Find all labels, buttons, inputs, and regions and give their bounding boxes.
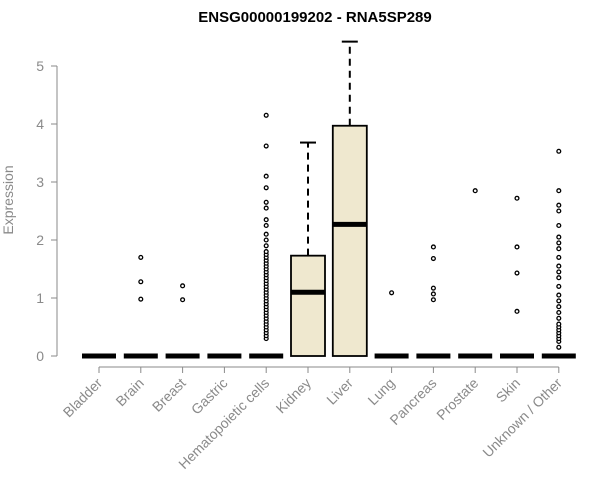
outlier-point (556, 254, 562, 260)
x-tick-label: Kidney (273, 375, 315, 417)
plot-area (82, 40, 576, 359)
x-tick-label: Lung (364, 375, 397, 408)
outlier-point (263, 185, 269, 191)
y-tick-label: 3 (36, 174, 44, 190)
box-group (331, 40, 368, 357)
x-tick-label: Bladder (60, 375, 106, 421)
outlier-point (263, 237, 269, 243)
box (331, 124, 368, 357)
outlier-point (430, 244, 436, 250)
outlier-point (514, 270, 520, 276)
y-tick-label: 0 (36, 348, 44, 364)
box-group (165, 283, 200, 359)
box-group (541, 148, 576, 359)
x-tick-label: Breast (149, 375, 189, 415)
box-group (458, 188, 493, 359)
outlier-point (556, 246, 562, 252)
outlier-point (263, 249, 269, 255)
box (290, 254, 326, 357)
x-tick-label: Prostate (433, 375, 481, 423)
outlier-point (556, 344, 562, 350)
box-group (416, 244, 451, 359)
outlier-point (263, 199, 269, 205)
outlier-point (556, 148, 562, 154)
outlier-point (263, 205, 269, 211)
y-tick-label: 5 (36, 58, 44, 74)
box-group (249, 112, 284, 359)
outlier-point (430, 297, 436, 303)
outlier-point (556, 234, 562, 240)
y-tick-label: 4 (36, 116, 44, 132)
box-group (500, 195, 534, 359)
outlier-point (389, 290, 395, 296)
y-tick-label: 2 (36, 232, 44, 248)
box-group (123, 254, 158, 359)
y-axis: 0 1 2 3 4 5 (36, 58, 58, 364)
x-tick-label: Liver (323, 375, 356, 408)
outlier-point (263, 143, 269, 149)
outlier-point (556, 222, 562, 229)
y-tick-label: 1 (36, 290, 44, 306)
outlier-point (556, 202, 562, 208)
outlier-point (430, 256, 436, 262)
x-tick-label: Brain (112, 375, 146, 409)
outlier-point (514, 244, 520, 250)
outlier-point (430, 285, 436, 291)
outlier-point (556, 283, 562, 289)
box-group (374, 290, 409, 359)
outlier-point (514, 195, 520, 201)
outlier-point (263, 173, 269, 179)
outlier-point (263, 217, 269, 223)
outlier-point (556, 315, 562, 321)
outlier-point (556, 263, 562, 269)
outlier-point (556, 309, 562, 316)
outlier-point (263, 112, 269, 118)
outlier-point (138, 279, 144, 285)
outlier-point (556, 275, 562, 281)
chart-title: ENSG00000199202 - RNA5SP289 (198, 9, 431, 26)
box-group (290, 141, 326, 357)
outlier-point (263, 231, 269, 237)
outlier-point (138, 254, 144, 260)
outlier-point (556, 298, 562, 304)
outlier-point (138, 296, 144, 302)
x-tick-label: Unknown / Other (479, 375, 565, 461)
outlier-point (556, 292, 562, 298)
outlier-point (556, 304, 562, 310)
x-tick-label: Skin (493, 375, 524, 406)
outlier-point (430, 291, 436, 297)
outlier-point (472, 188, 478, 194)
outlier-point (263, 222, 269, 229)
outlier-point (180, 283, 186, 289)
outlier-point (514, 308, 520, 314)
outlier-point (180, 297, 186, 303)
y-axis-title: Expression (0, 165, 16, 234)
outlier-point (556, 240, 562, 246)
outlier-point (556, 321, 562, 327)
outlier-point (263, 243, 269, 249)
outlier-point (556, 208, 562, 214)
outlier-point (556, 269, 562, 275)
outlier-point (556, 188, 562, 194)
